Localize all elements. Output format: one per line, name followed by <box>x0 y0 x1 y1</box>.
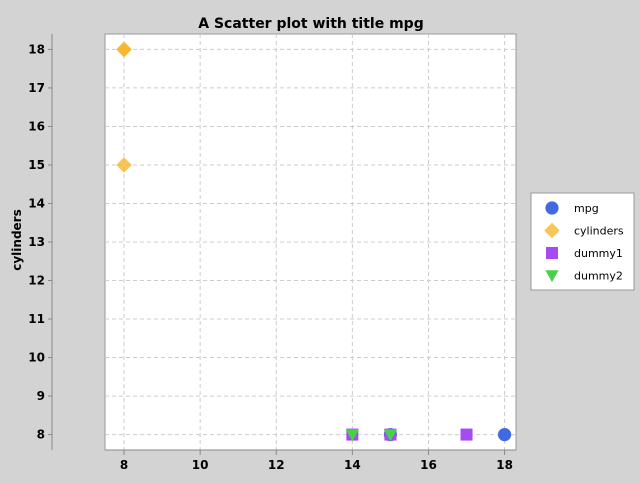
point-cylinders-0 <box>116 41 132 58</box>
y-tick-label: 16 <box>28 119 45 133</box>
y-tick-label: 15 <box>28 158 45 172</box>
y-axis-label: cylinders <box>10 209 24 271</box>
y-axis-ticks: 8 9 10 11 12 13 14 15 16 17 18 <box>28 42 52 442</box>
legend: mpg cylinders dummy1 dummy2 <box>530 192 635 291</box>
y-tick-label: 12 <box>28 274 45 288</box>
legend-label: dummy2 <box>574 270 623 283</box>
y-tick-label: 18 <box>28 42 45 56</box>
x-tick-label: 18 <box>496 458 513 472</box>
x-tick-label: 14 <box>344 458 361 472</box>
x-tick-label: 16 <box>420 458 437 472</box>
point-dummy2-1 <box>383 429 398 442</box>
legend-label: mpg <box>574 202 599 215</box>
point-dummy2-0 <box>345 429 359 442</box>
data-points <box>116 41 512 442</box>
legend-label: dummy1 <box>574 247 623 260</box>
y-tick-label: 9 <box>37 389 45 403</box>
point-dummy1-0 <box>460 428 473 441</box>
legend-marker-dummy1 <box>546 247 558 259</box>
legend-marker-dummy2 <box>545 270 559 283</box>
chart-title: A Scatter plot with title mpg <box>198 16 423 32</box>
legend-marker-mpg <box>545 201 559 215</box>
x-axis-ticks: 8 10 12 14 16 18 <box>120 450 513 472</box>
y-tick-label: 14 <box>28 196 45 210</box>
x-tick-label: 12 <box>268 458 285 472</box>
y-tick-label: 17 <box>28 81 45 95</box>
x-tick-label: 8 <box>120 458 128 472</box>
grid-lines <box>105 34 516 450</box>
legend-marker-cylinders <box>544 222 560 239</box>
x-tick-label: 10 <box>192 458 209 472</box>
y-tick-label: 10 <box>28 351 45 365</box>
y-tick-label: 13 <box>28 235 45 249</box>
legend-label: cylinders <box>574 225 624 238</box>
point-cylinders-1 <box>116 157 132 173</box>
y-tick-label: 8 <box>37 428 45 442</box>
y-tick-label: 11 <box>28 312 45 326</box>
point-mpg-0 <box>497 427 512 442</box>
